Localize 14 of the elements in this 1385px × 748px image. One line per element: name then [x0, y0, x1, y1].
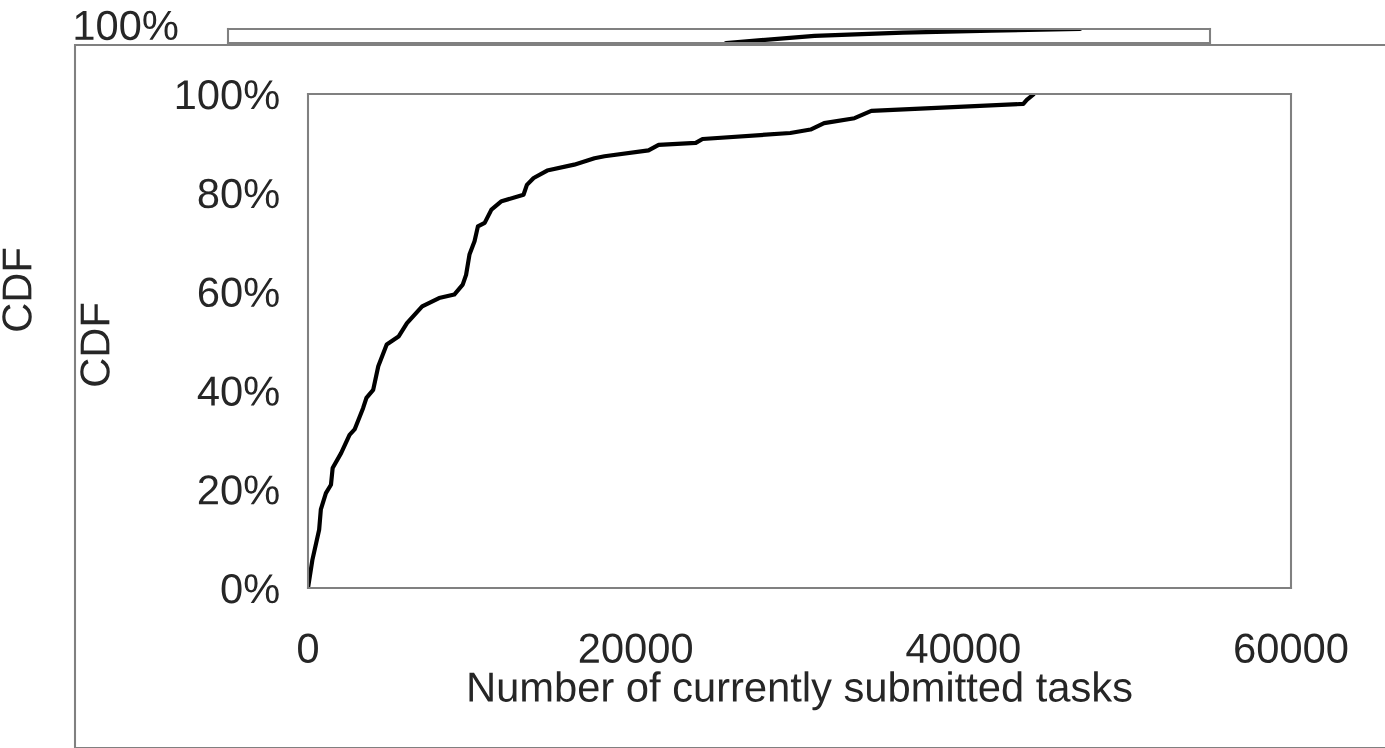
y-tick-label: 0%	[221, 574, 279, 604]
x-tick-label: 60000	[1235, 633, 1348, 664]
x-axis-title: Number of currently submitted tasks	[469, 671, 1132, 711]
y-axis-title: CDF	[2, 248, 32, 331]
y-axis-title: CDF	[80, 303, 110, 386]
x-tick-label: 20000	[579, 633, 692, 664]
text: 100%	[75, 10, 178, 41]
y-tick-label: 40%	[197, 376, 279, 406]
y-tick-label: 80%	[198, 178, 279, 209]
x-tick-label: 0	[298, 633, 318, 664]
y-tick-label: 60%	[198, 277, 279, 308]
y-tick-label: 100%	[176, 80, 279, 110]
y-tick-label: 20%	[198, 475, 279, 505]
x-tick-label: 40000	[906, 633, 1020, 664]
